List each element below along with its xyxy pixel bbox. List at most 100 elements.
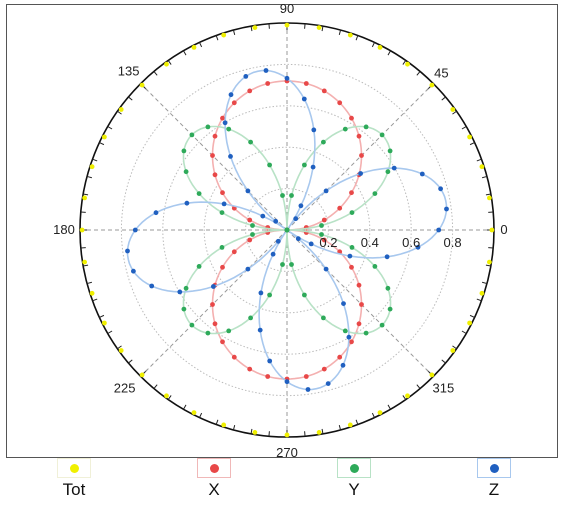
data-point-z (293, 216, 299, 222)
polar-tick-mark (99, 142, 105, 146)
data-point-z (391, 165, 397, 171)
polar-tick-mark (167, 60, 172, 65)
data-point-tot (164, 393, 169, 399)
data-point-x (337, 354, 343, 360)
polar-chart: 0 45 90 135 180 225 270 315 0.2 0.4 0.6 0.8 (53, 1, 507, 458)
data-point-tot (405, 393, 410, 399)
polar-tick-mark (99, 314, 105, 318)
polar-tick-mark (461, 330, 467, 334)
data-point-x (265, 374, 271, 379)
polar-tick-mark (416, 384, 421, 389)
data-point-z (284, 75, 290, 81)
polar-tick-mark (107, 126, 113, 130)
polar-tick-mark (476, 158, 482, 162)
data-point-x (337, 205, 343, 211)
polar-tick-mark (232, 29, 236, 36)
data-point-tot (118, 348, 124, 353)
polar-tick-mark (153, 71, 158, 76)
polar-tick-mark (107, 330, 113, 334)
polar-tick-mark (441, 359, 446, 364)
data-point-z (184, 200, 190, 206)
data-point-z (257, 327, 263, 333)
data-point-tot (284, 432, 290, 438)
polar-tick-mark (117, 110, 122, 115)
radial-label-0.4: 0.4 (361, 235, 379, 250)
data-point-y (379, 132, 385, 138)
data-point-y (267, 162, 272, 168)
legend-item-y: Y (324, 458, 384, 500)
legend-box-x (197, 458, 231, 478)
polar-tick-mark (371, 412, 375, 418)
radial-grid-circle (120, 63, 454, 397)
data-point-y (302, 162, 307, 168)
data-point-y (181, 306, 187, 312)
polar-tick-mark (402, 395, 407, 400)
data-point-z (310, 164, 316, 170)
legend-marker-tot (69, 463, 79, 473)
data-point-x (247, 88, 253, 94)
data-point-x (220, 115, 225, 121)
data-point-z (325, 381, 331, 386)
polar-tick-mark (153, 384, 158, 389)
data-point-tot (89, 164, 95, 170)
data-point-y (183, 169, 189, 175)
data-point-x (359, 153, 364, 158)
polar-tick-mark (485, 193, 491, 196)
data-point-tot (487, 259, 492, 265)
data-point-z (284, 379, 290, 385)
polar-tick-mark (469, 314, 475, 318)
legend-marker-z (489, 463, 499, 473)
data-point-z (228, 154, 233, 159)
data-point-x (220, 190, 225, 196)
data-point-x (321, 88, 327, 94)
polar-tick-mark (321, 428, 324, 434)
legend-box-tot (57, 458, 91, 478)
data-point-z (228, 92, 234, 98)
data-point-x (303, 81, 309, 86)
data-point-x (247, 237, 253, 243)
data-point-z (263, 68, 269, 73)
data-point-z (258, 290, 264, 296)
polar-tick-mark (452, 110, 457, 115)
data-point-x (231, 249, 237, 255)
polar-tick-mark (469, 142, 475, 146)
legend-label-z: Z (488, 480, 500, 499)
data-point-z (125, 248, 130, 254)
data-point-y (219, 245, 225, 250)
data-point-y (289, 193, 294, 198)
data-point-tot (377, 410, 383, 415)
data-point-x (247, 217, 253, 223)
legend-item-tot: Tot (44, 458, 104, 500)
radial-label-0.8: 0.8 (444, 235, 462, 250)
data-point-tot (82, 259, 87, 265)
data-point-y (248, 315, 254, 321)
data-point-tot (405, 61, 410, 67)
legend-item-x: X (184, 458, 244, 500)
data-point-tot (450, 348, 456, 353)
polar-tick-mark (476, 298, 482, 302)
legend: Tot X Y Z (0, 458, 562, 506)
data-point-tot (489, 227, 495, 233)
polar-tick-mark (441, 96, 446, 101)
data-point-z (245, 266, 251, 272)
data-point-y (385, 169, 391, 175)
radial-label-0.6: 0.6 (402, 235, 420, 250)
data-point-x (359, 302, 364, 307)
data-point-y (385, 285, 391, 291)
data-point-z (275, 238, 281, 244)
data-point-x (349, 339, 354, 345)
data-point-z (444, 206, 449, 212)
polar-tick-mark (402, 60, 407, 65)
data-point-z (153, 210, 159, 216)
radial-label-0.2: 0.2 (319, 235, 337, 250)
data-point-y (319, 223, 324, 228)
data-point-z (419, 171, 425, 177)
data-point-y (387, 306, 393, 312)
polar-tick-mark (215, 419, 219, 425)
data-point-z (436, 227, 442, 233)
polar-tick-mark (416, 71, 421, 76)
legend-box-z (477, 458, 511, 478)
angle-label-180: 180 (53, 222, 75, 237)
data-point-z (131, 268, 136, 274)
data-point-z (384, 254, 390, 260)
